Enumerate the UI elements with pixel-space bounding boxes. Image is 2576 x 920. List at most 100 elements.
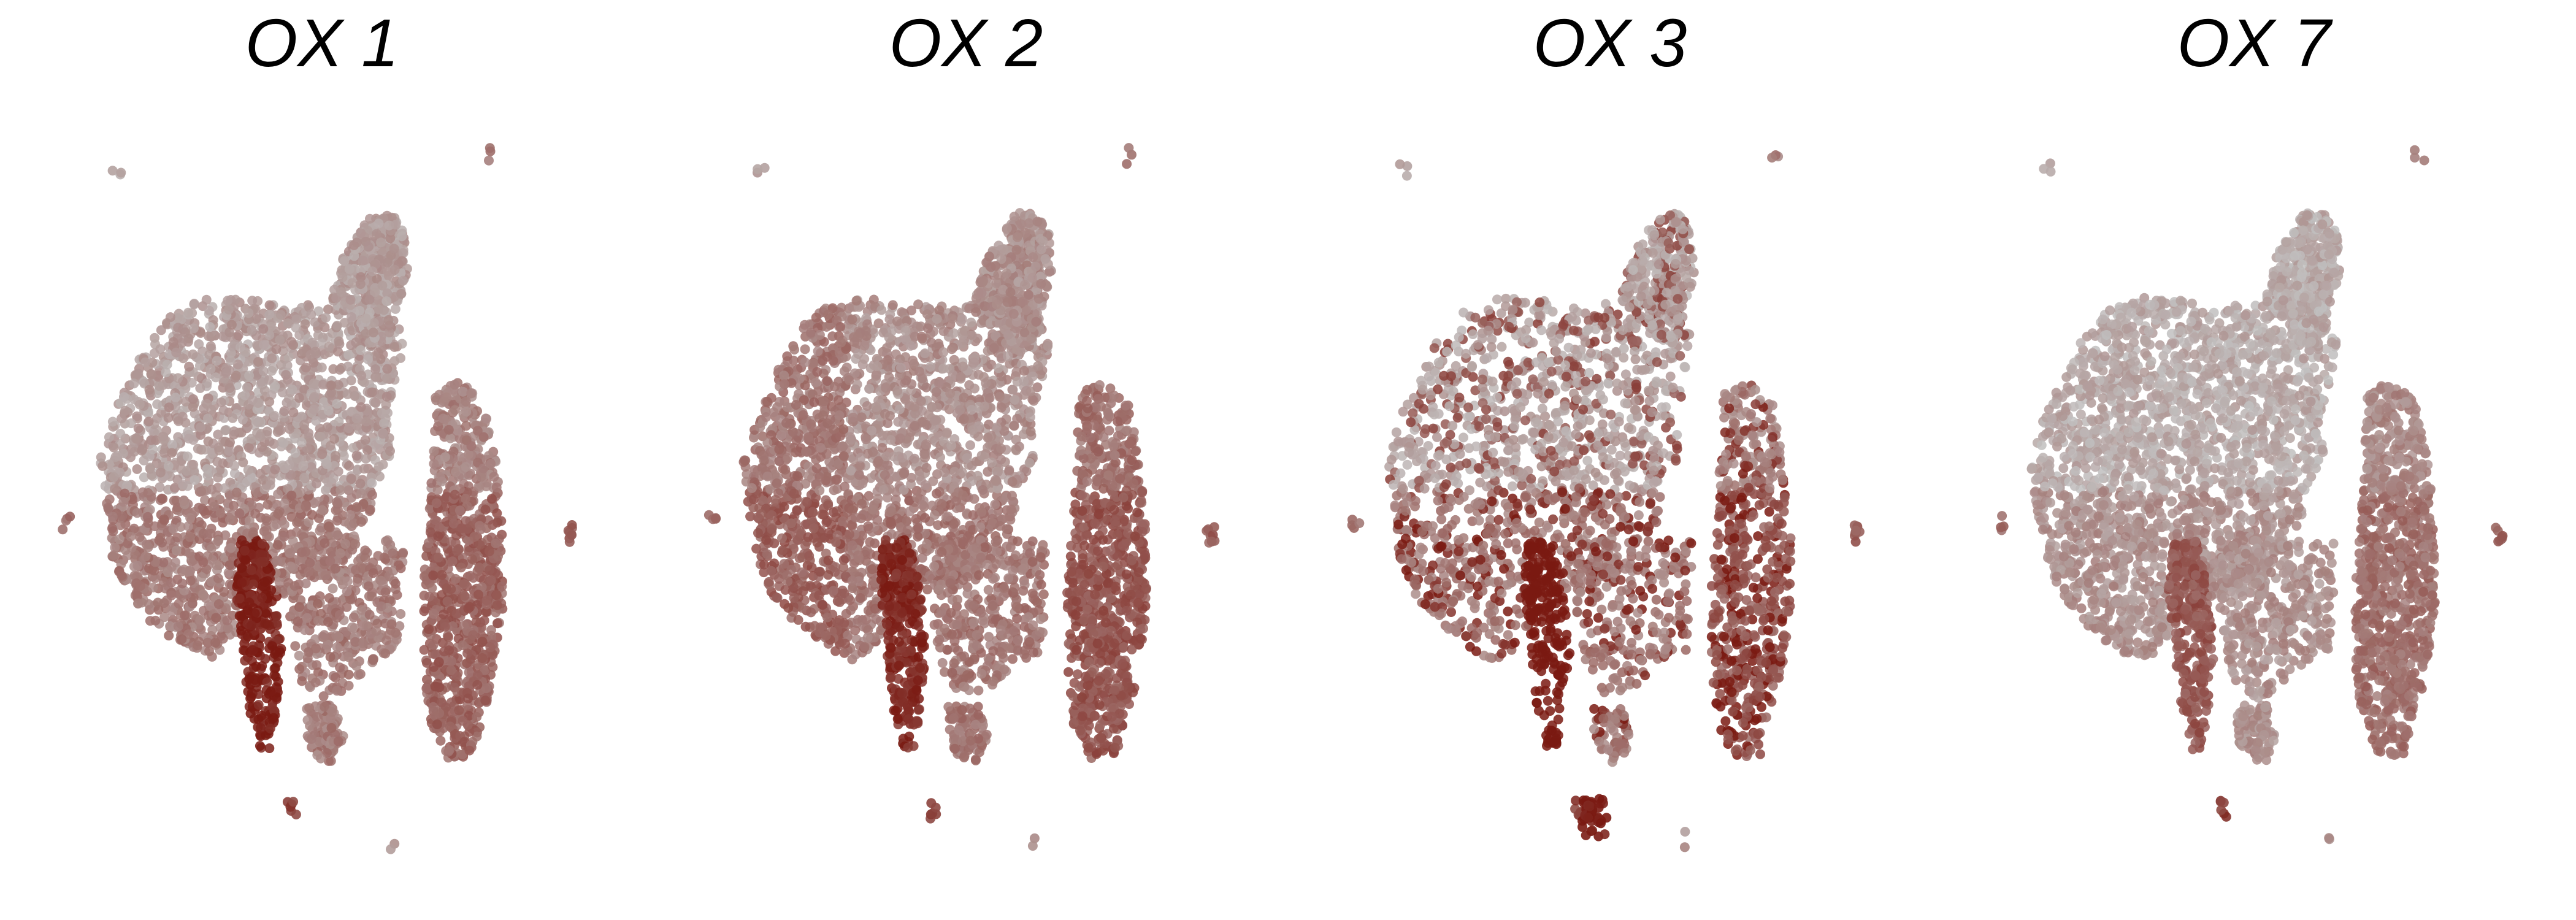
cell-point [367, 490, 377, 500]
cell-point [467, 554, 478, 564]
cell-point [224, 365, 234, 375]
cell-point [379, 305, 389, 315]
cell-point [391, 220, 401, 230]
cell-point [346, 375, 356, 386]
cell-point [330, 672, 340, 683]
cell-point [446, 584, 456, 594]
cell-point [491, 539, 501, 549]
cell-point [194, 339, 204, 350]
cell-point [159, 514, 169, 524]
cell-point [243, 308, 254, 318]
cell-point [381, 374, 392, 384]
cell-point [155, 344, 166, 355]
cell-point [173, 373, 183, 383]
cell-point [488, 662, 498, 672]
cell-point [120, 488, 130, 499]
cell-point [174, 416, 183, 426]
panel-title-ox-2: OX 2 [889, 6, 1043, 81]
cell-point [472, 670, 483, 680]
cell-point [275, 310, 286, 320]
cell-point [472, 426, 483, 436]
cell-point [273, 508, 283, 519]
cell-point [192, 640, 202, 651]
cell-point [324, 593, 334, 603]
cell-point [397, 231, 407, 242]
cell-point [456, 523, 467, 534]
cell-point [163, 461, 174, 471]
cell-point [297, 676, 307, 686]
cell-point [368, 654, 378, 664]
cell-point [154, 381, 164, 391]
cell-point [332, 686, 342, 696]
cell-point [432, 719, 442, 729]
cell-point [195, 615, 205, 625]
cell-point [178, 480, 188, 490]
cell-point [421, 683, 432, 694]
cell-point [248, 395, 258, 405]
cell-point [374, 218, 384, 229]
cell-point [229, 426, 239, 437]
cell-point [363, 354, 373, 364]
cell-point [248, 579, 258, 589]
cell-point [148, 582, 158, 592]
cell-point [297, 547, 307, 558]
cell-point [371, 626, 381, 636]
cell-point [429, 662, 439, 672]
cell-point [246, 565, 256, 575]
cell-point [269, 670, 280, 680]
cell-point [299, 625, 310, 635]
cell-point [343, 350, 354, 360]
cell-point [146, 435, 156, 445]
cell-point [481, 595, 492, 605]
cell-point [381, 391, 392, 402]
cell-point [144, 416, 154, 427]
cell-point [155, 467, 166, 478]
cell-point [166, 590, 177, 600]
cell-point [424, 624, 434, 634]
cell-point [472, 711, 482, 722]
cell-point [316, 362, 327, 373]
cell-point [486, 459, 496, 469]
cell-point [337, 272, 348, 283]
cell-point [447, 656, 457, 667]
cell-point [421, 551, 432, 561]
cell-point [445, 721, 455, 732]
cell-point [190, 475, 200, 485]
cell-point [209, 331, 220, 340]
cell-point [447, 556, 458, 567]
cell-point [484, 565, 494, 575]
outlier-point [567, 530, 577, 540]
cell-point [203, 436, 213, 447]
cell-point [266, 686, 276, 697]
panel-title-ox-1: OX 1 [245, 6, 399, 81]
cell-point [360, 545, 370, 556]
cell-point [390, 578, 401, 589]
cell-point [361, 313, 371, 324]
cell-point [185, 532, 195, 542]
cell-point [454, 505, 465, 516]
cell-point [144, 385, 155, 395]
cell-point [299, 472, 310, 483]
cell-point [205, 529, 216, 539]
cell-point [204, 646, 214, 656]
cell-point [110, 484, 120, 494]
cell-point [389, 342, 400, 352]
cell-point [164, 631, 174, 641]
cell-point [187, 598, 197, 608]
cell-point [126, 531, 136, 542]
cell-point [389, 243, 399, 254]
cell-point [269, 410, 280, 421]
cell-point [431, 498, 442, 508]
cell-point [178, 496, 189, 506]
cell-point [251, 661, 261, 672]
cell-point [211, 613, 221, 623]
cell-point [185, 566, 196, 576]
cell-point [321, 313, 331, 323]
cell-point [272, 611, 282, 621]
cell-point [480, 696, 491, 706]
cell-point [290, 641, 301, 651]
cell-point [189, 299, 199, 309]
cell-point [212, 356, 222, 366]
cell-point [275, 335, 285, 345]
cell-point [249, 713, 259, 724]
